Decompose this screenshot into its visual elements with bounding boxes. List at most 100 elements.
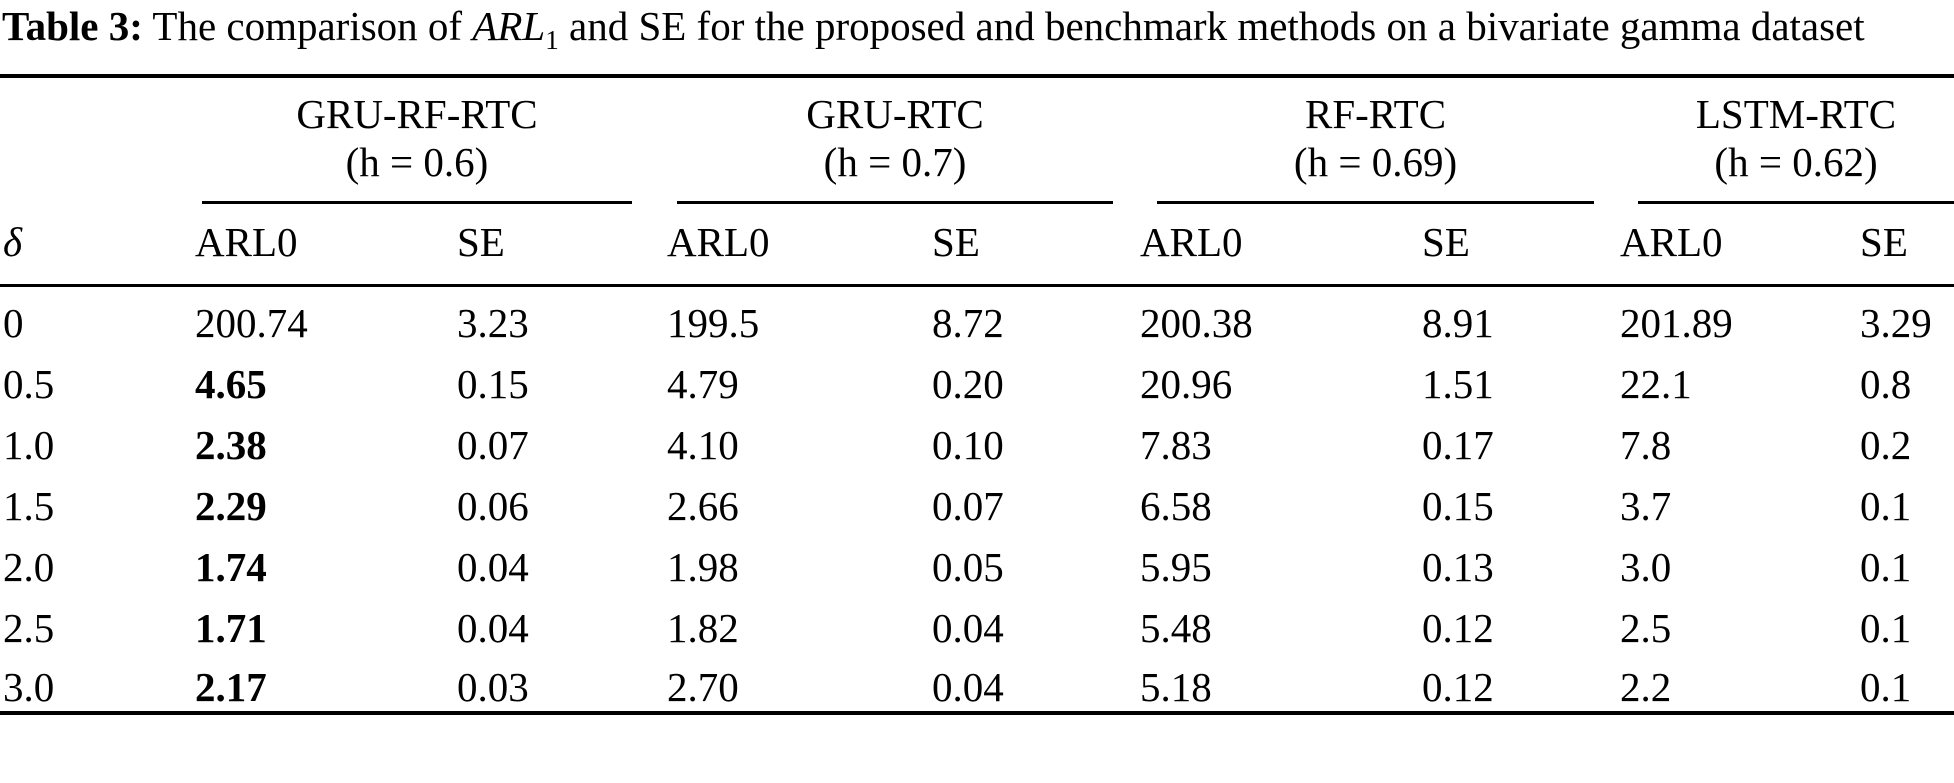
subheader-row: δ ARL0 SE ARL0 SE ARL0 SE ARL0 SE (0, 204, 1954, 286)
table-cell: 0.04 (932, 604, 1004, 651)
table-caption: Table 3: The comparison of ARL1 and SE f… (0, 0, 1954, 54)
delta-value: 2.5 (3, 604, 55, 651)
table-row: 2.0 1.74 0.04 1.98 0.05 5.95 0.13 3.0 0.… (0, 530, 1954, 591)
table-cell: 201.89 (1620, 299, 1733, 346)
table-row: 1.0 2.38 0.07 4.10 0.10 7.83 0.17 7.8 0.… (0, 408, 1954, 469)
delta-value: 1.5 (3, 482, 55, 529)
table-cell: 0.07 (457, 421, 529, 468)
group-header-row: GRU-RF-RTC (h = 0.6) GRU-RTC (h = 0.7) R… (0, 76, 1954, 204)
table-row: 0 200.74 3.23 199.5 8.72 200.38 8.91 201… (0, 286, 1954, 347)
group-name: GRU-RF-RTC (296, 91, 538, 137)
table-cell: 1.71 (195, 604, 267, 651)
table-cell: 200.38 (1140, 299, 1253, 346)
table-cell: 1.82 (667, 604, 739, 651)
column-header-se: SE (1422, 219, 1470, 265)
table-cell: 2.5 (1620, 604, 1672, 651)
table-cell: 0.13 (1422, 543, 1494, 590)
caption-math-subscript: 1 (545, 25, 559, 56)
table-cell: 2.66 (667, 482, 739, 529)
column-header-arl0: ARL0 (195, 219, 298, 265)
table-cell: 0.12 (1422, 663, 1494, 710)
results-table: GRU-RF-RTC (h = 0.6) GRU-RTC (h = 0.7) R… (0, 74, 1954, 715)
delta-value: 2.0 (3, 543, 55, 590)
group-header-rf-rtc: RF-RTC (h = 0.69) (1140, 76, 1620, 204)
table-caption-label: Table 3: (2, 3, 143, 49)
table-cell: 0.20 (932, 360, 1004, 407)
table-cell: 3.7 (1620, 482, 1672, 529)
delta-value: 3.0 (3, 663, 55, 710)
group-name: LSTM-RTC (1695, 91, 1897, 137)
group-threshold: (h = 0.6) (345, 139, 489, 185)
group-name: RF-RTC (1304, 91, 1447, 137)
column-header-se: SE (457, 219, 505, 265)
delta-value: 0 (3, 299, 24, 346)
table-cell: 0.1 (1860, 663, 1912, 710)
table-cell: 0.8 (1860, 360, 1912, 407)
table-cell: 8.72 (932, 299, 1004, 346)
table-cell: 0.04 (457, 543, 529, 590)
table-row: 1.5 2.29 0.06 2.66 0.07 6.58 0.15 3.7 0.… (0, 469, 1954, 530)
column-header-se: SE (932, 219, 980, 265)
table-cell: 22.1 (1620, 360, 1692, 407)
table-cell: 0.15 (1422, 482, 1494, 529)
group-threshold: (h = 0.7) (823, 139, 967, 185)
table-cell: 5.48 (1140, 604, 1212, 651)
delta-value: 0.5 (3, 360, 55, 407)
table-cell: 2.17 (195, 663, 267, 710)
table-cell: 6.58 (1140, 482, 1212, 529)
table-cell: 8.91 (1422, 299, 1494, 346)
group-name: GRU-RTC (806, 91, 984, 137)
table-cell: 3.29 (1860, 299, 1932, 346)
table-cell: 0.06 (457, 482, 529, 529)
table-caption-text-before: The comparison of (142, 3, 473, 49)
table-cell: 1.74 (195, 543, 267, 590)
table-cell: 0.1 (1860, 543, 1912, 590)
column-header-arl0: ARL0 (1140, 219, 1243, 265)
table-cell: 2.38 (195, 421, 267, 468)
delta-value: 1.0 (3, 421, 55, 468)
table-cell: 5.18 (1140, 663, 1212, 710)
table-cell: 20.96 (1140, 360, 1233, 407)
table-cell: 2.29 (195, 482, 267, 529)
table-caption-text-after: and SE for the proposed and benchmark me… (558, 3, 1865, 49)
table-cell: 2.70 (667, 663, 739, 710)
column-header-arl0: ARL0 (667, 219, 770, 265)
column-header-delta: δ (3, 219, 23, 265)
table-cell: 0.04 (457, 604, 529, 651)
table-cell: 0.04 (932, 663, 1004, 710)
table-cell: 4.65 (195, 360, 267, 407)
table-cell: 0.12 (1422, 604, 1494, 651)
table-cell: 199.5 (667, 299, 760, 346)
caption-math-arl: ARL (472, 3, 546, 49)
table-cell: 0.15 (457, 360, 529, 407)
table-cell: 0.05 (932, 543, 1004, 590)
group-header-spacer (0, 76, 195, 204)
table-cell: 5.95 (1140, 543, 1212, 590)
table-cell: 0.03 (457, 663, 529, 710)
table-cell: 1.51 (1422, 360, 1494, 407)
column-header-se: SE (1860, 219, 1908, 265)
table-row: 0.5 4.65 0.15 4.79 0.20 20.96 1.51 22.1 … (0, 347, 1954, 408)
group-header-lstm-rtc: LSTM-RTC (h = 0.62) (1620, 76, 1954, 204)
table-cell: 7.8 (1620, 421, 1672, 468)
group-threshold: (h = 0.62) (1714, 139, 1878, 185)
table-cell: 1.98 (667, 543, 739, 590)
table-row: 3.0 2.17 0.03 2.70 0.04 5.18 0.12 2.2 0.… (0, 652, 1954, 713)
table-cell: 0.07 (932, 482, 1004, 529)
column-header-arl0: ARL0 (1620, 219, 1723, 265)
table-cell: 0.1 (1860, 482, 1912, 529)
table-cell: 0.2 (1860, 421, 1912, 468)
group-threshold: (h = 0.69) (1293, 139, 1458, 185)
table-cell: 0.1 (1860, 604, 1912, 651)
table-cell: 7.83 (1140, 421, 1212, 468)
group-header-gru-rtc: GRU-RTC (h = 0.7) (667, 76, 1140, 204)
table-row: 2.5 1.71 0.04 1.82 0.04 5.48 0.12 2.5 0.… (0, 591, 1954, 652)
table-cell: 4.10 (667, 421, 739, 468)
table-cell: 0.10 (932, 421, 1004, 468)
table-cell: 2.2 (1620, 663, 1672, 710)
group-header-gru-rf-rtc: GRU-RF-RTC (h = 0.6) (195, 76, 667, 204)
table-cell: 4.79 (667, 360, 739, 407)
table-cell: 3.0 (1620, 543, 1672, 590)
table-cell: 0.17 (1422, 421, 1494, 468)
table-cell: 200.74 (195, 299, 308, 346)
